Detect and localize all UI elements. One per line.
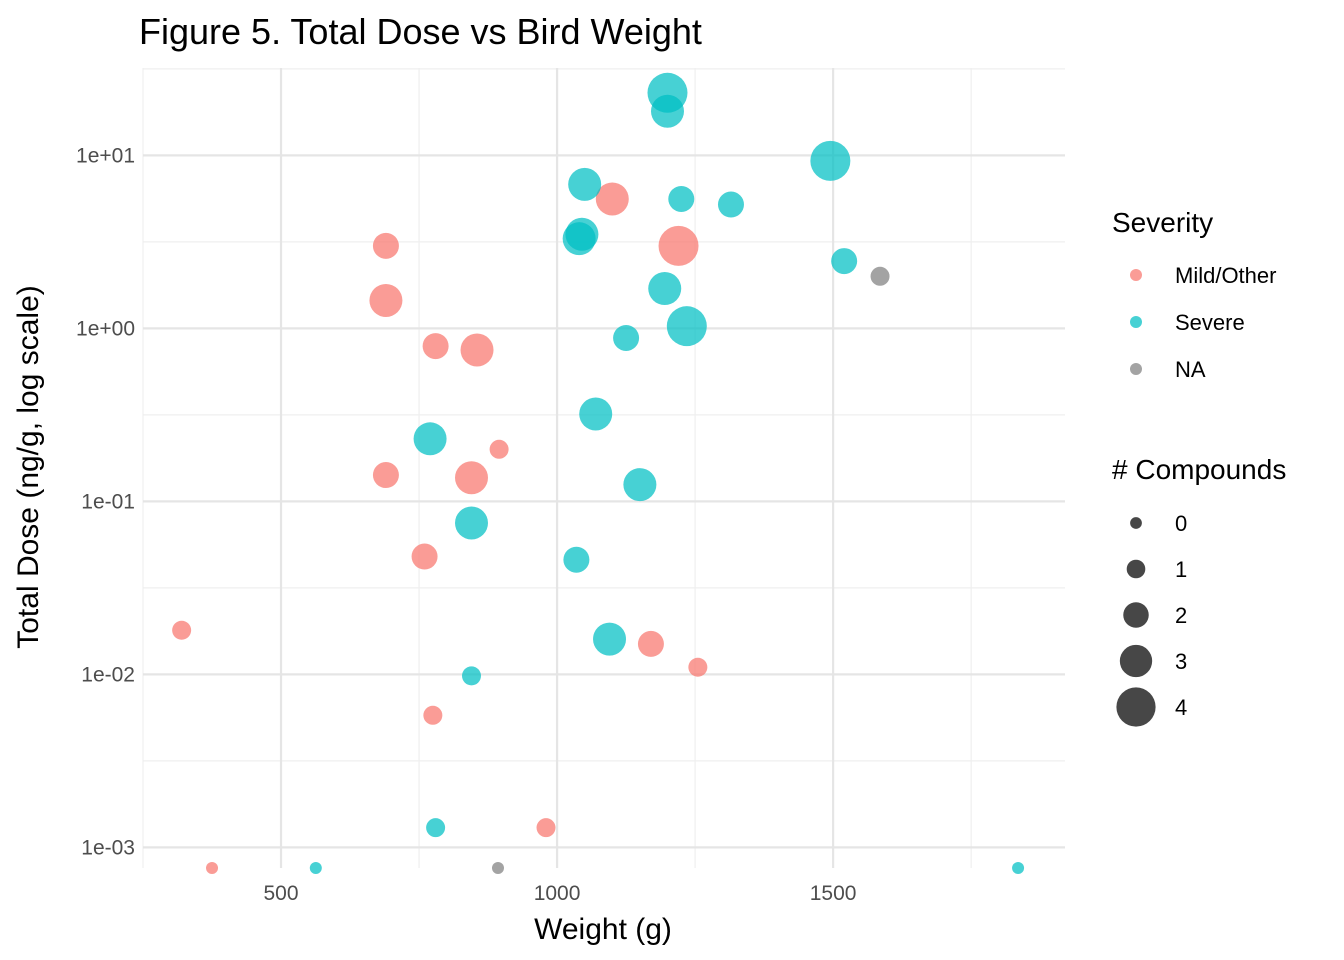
- size-legend-title: # Compounds: [1112, 454, 1286, 485]
- size-legend-label: 3: [1175, 649, 1187, 674]
- data-point: [413, 422, 447, 456]
- data-point: [372, 462, 399, 489]
- color-legend-key: [1130, 269, 1142, 281]
- data-point: [489, 439, 509, 459]
- grid: [142, 68, 1065, 868]
- data-point: [461, 666, 481, 686]
- color-legend-key: [1130, 363, 1142, 375]
- data-point: [666, 306, 707, 347]
- color-legend-label: Mild/Other: [1175, 263, 1276, 288]
- data-point: [593, 622, 627, 656]
- data-point: [688, 657, 708, 677]
- data-point: [595, 182, 629, 216]
- size-legend-key: [1116, 687, 1156, 727]
- data-point: [831, 248, 858, 275]
- x-tick-label: 1000: [534, 882, 581, 905]
- data-point: [668, 185, 695, 212]
- color-legend-entries: Mild/Other Severe NA: [1130, 263, 1276, 382]
- data-point: [454, 506, 488, 540]
- data-point: [1012, 862, 1025, 874]
- data-point: [369, 283, 403, 317]
- data-point: [454, 461, 488, 495]
- data-point: [579, 397, 613, 431]
- y-axis-title: Total Dose (ng/g, log scale): [12, 285, 45, 649]
- color-legend-label: NA: [1175, 357, 1206, 382]
- data-point: [422, 333, 449, 360]
- data-point: [613, 324, 640, 351]
- size-legend-label: 2: [1175, 603, 1187, 628]
- data-point: [565, 217, 599, 251]
- data-point: [650, 94, 684, 128]
- data-point: [460, 333, 494, 367]
- size-legend-label: 4: [1175, 695, 1187, 720]
- data-points: [172, 72, 1025, 874]
- data-point: [426, 818, 446, 838]
- y-tick-label: 1e-01: [81, 490, 135, 513]
- x-axis-ticks: 500 1000 1500: [264, 882, 857, 905]
- size-legend-key: [1123, 602, 1149, 628]
- y-tick-label: 1e+00: [76, 317, 135, 340]
- y-tick-label: 1e-03: [81, 836, 135, 859]
- color-legend-title: Severity: [1112, 207, 1213, 238]
- data-point: [411, 543, 438, 570]
- data-point: [637, 630, 664, 657]
- data-point: [372, 232, 399, 259]
- size-legend-label: 0: [1175, 511, 1187, 536]
- data-point: [658, 225, 699, 266]
- color-legend-label: Severe: [1175, 310, 1245, 335]
- data-point: [568, 167, 602, 201]
- data-point: [491, 862, 504, 874]
- x-tick-label: 500: [264, 882, 299, 905]
- size-legend-key: [1130, 517, 1142, 529]
- data-point: [717, 191, 744, 218]
- y-tick-label: 1e-02: [81, 663, 135, 686]
- data-point: [648, 272, 682, 306]
- data-point: [536, 818, 556, 838]
- x-axis-title: Weight (g): [534, 913, 672, 946]
- data-point: [563, 546, 590, 573]
- data-point: [206, 862, 219, 874]
- size-legend-entries: 0 1 2 3 4: [1116, 511, 1187, 727]
- color-legend-key: [1130, 316, 1142, 328]
- y-tick-label: 1e+01: [76, 144, 135, 167]
- size-legend-key: [1126, 559, 1146, 579]
- size-legend-label: 1: [1175, 557, 1187, 582]
- x-tick-label: 1500: [810, 882, 857, 905]
- data-point: [623, 468, 657, 502]
- data-point: [870, 266, 890, 286]
- data-point: [172, 620, 192, 640]
- data-point: [810, 140, 851, 181]
- data-point: [309, 862, 322, 874]
- size-legend-key: [1119, 644, 1153, 678]
- data-point: [423, 705, 443, 725]
- chart-title: Figure 5. Total Dose vs Bird Weight: [139, 11, 702, 52]
- y-axis-ticks: 1e-03 1e-02 1e-01 1e+00 1e+01: [76, 144, 135, 859]
